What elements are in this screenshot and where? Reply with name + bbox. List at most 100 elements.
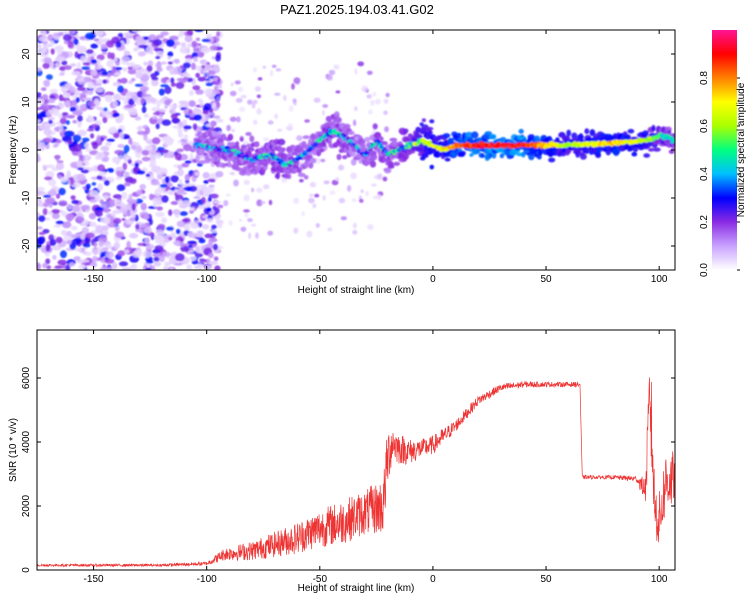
heatmap-cell xyxy=(275,68,282,72)
heatmap-cell xyxy=(169,107,176,115)
heatmap-cell xyxy=(87,81,94,90)
snr-y-axis-label: SNR (10 * v/v) xyxy=(8,418,19,482)
heatmap-cell xyxy=(128,137,133,145)
heatmap-cell xyxy=(73,38,79,46)
heatmap-cell xyxy=(184,160,192,164)
heatmap-cell xyxy=(94,206,104,212)
heatmap-cell xyxy=(142,81,149,86)
heatmap-cell xyxy=(138,44,149,49)
heatmap-cell xyxy=(88,212,97,220)
heatmap-cell xyxy=(322,141,327,148)
heatmap-cell xyxy=(168,191,175,196)
heatmap-cell xyxy=(98,240,105,247)
heatmap-cell xyxy=(252,66,257,73)
heatmap-cell xyxy=(106,138,115,142)
heatmap-cell xyxy=(166,226,174,231)
heatmap-cell xyxy=(203,188,211,196)
heatmap-cell xyxy=(111,66,117,74)
heatmap-cell xyxy=(159,184,168,188)
heatmap-cell xyxy=(421,118,426,123)
heatmap-cell xyxy=(195,72,201,78)
heatmap-cell xyxy=(147,60,154,67)
heatmap-cell xyxy=(580,153,587,160)
heatmap-cell xyxy=(90,69,98,76)
heatmap-cell xyxy=(458,150,466,156)
heatmap-cell xyxy=(54,265,63,270)
heatmap-cell xyxy=(179,121,184,128)
heatmap-cell xyxy=(136,145,142,153)
heatmap-cell xyxy=(150,182,161,186)
heatmap-cell xyxy=(299,178,304,183)
heatmap-cell xyxy=(161,217,168,224)
heatmap-cell xyxy=(101,225,110,231)
heatmap-cell xyxy=(55,154,60,161)
heatmap-cell xyxy=(62,33,72,42)
heatmap-cell xyxy=(45,258,51,265)
heatmap-cell xyxy=(350,172,357,180)
heatmap-cell xyxy=(183,62,191,69)
heatmap-cell xyxy=(360,142,366,148)
heatmap-cell xyxy=(189,90,194,96)
heatmap-cell xyxy=(81,66,91,70)
heatmap-cell xyxy=(548,157,556,163)
heatmap-cell xyxy=(108,111,114,115)
heatmap-cell xyxy=(153,111,161,116)
heatmap-cell xyxy=(220,145,226,149)
heatmap-cell xyxy=(111,262,118,270)
heatmap-cell xyxy=(202,110,209,115)
heatmap-cell xyxy=(643,153,651,158)
heatmap-cell xyxy=(144,95,154,102)
heatmap-cell xyxy=(49,88,59,94)
heatmap-cell xyxy=(203,180,209,184)
heatmap-cell xyxy=(201,196,206,204)
heatmap-cell xyxy=(328,69,336,76)
heatmap-cell xyxy=(77,115,83,122)
heatmap-cell xyxy=(143,61,148,66)
heatmap-cell xyxy=(148,218,153,226)
heatmap-cell xyxy=(42,262,48,269)
heatmap-cell xyxy=(37,186,46,191)
heatmap-cell xyxy=(37,67,42,72)
heatmap-cell xyxy=(632,146,639,152)
heatmap-cell xyxy=(53,224,62,228)
heatmap-cell xyxy=(81,226,89,234)
heatmap-cell xyxy=(124,249,130,254)
heatmap-cell xyxy=(112,217,122,224)
heatmap-cell xyxy=(122,135,131,139)
heatmap-cell xyxy=(257,77,263,81)
heatmap-cell xyxy=(144,145,154,151)
heatmap-cell xyxy=(227,133,234,141)
heatmap-cell xyxy=(197,160,208,164)
heatmap-cell xyxy=(91,176,98,180)
heatmap-cell xyxy=(262,65,266,69)
heatmap-cell xyxy=(129,178,137,185)
heatmap-cell xyxy=(62,92,71,98)
heatmap-cell xyxy=(369,160,377,168)
heatmap-cell xyxy=(155,152,162,159)
heatmap-cell xyxy=(61,60,68,66)
heatmap-cell xyxy=(95,225,104,233)
heatmap-cell xyxy=(155,62,162,69)
snr-frame xyxy=(36,329,676,571)
spectrogram-y-tick-label: 20 xyxy=(21,48,32,60)
heatmap-cell xyxy=(85,232,95,239)
heatmap-cell xyxy=(113,241,121,250)
heatmap-cell xyxy=(202,224,210,230)
heatmap-cell xyxy=(306,154,313,160)
heatmap-cell xyxy=(249,135,255,143)
heatmap-cell xyxy=(59,176,68,183)
heatmap-cell xyxy=(55,236,63,244)
heatmap-cell xyxy=(359,198,364,203)
heatmap-cell xyxy=(37,113,46,118)
heatmap-cell xyxy=(393,161,401,166)
heatmap-cell xyxy=(243,194,250,202)
heatmap-cell xyxy=(613,149,620,157)
heatmap-cell xyxy=(95,210,103,217)
heatmap-cell xyxy=(160,84,169,88)
heatmap-cell xyxy=(45,74,53,80)
heatmap-cell xyxy=(215,156,221,163)
heatmap-cell xyxy=(188,109,193,115)
heatmap-cell xyxy=(55,193,61,199)
heatmap-cell xyxy=(168,35,179,41)
